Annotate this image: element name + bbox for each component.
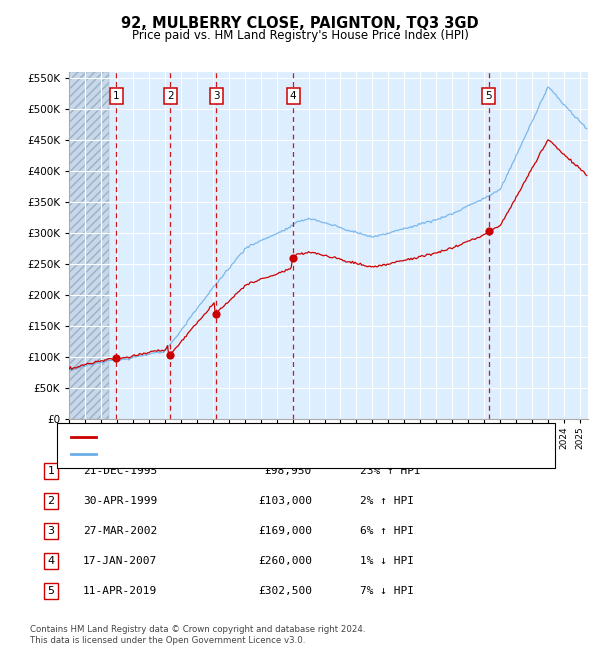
Text: 1% ↓ HPI: 1% ↓ HPI [360, 556, 414, 566]
Text: 3: 3 [47, 526, 55, 536]
Text: HPI: Average price, detached house, Torbay: HPI: Average price, detached house, Torb… [102, 449, 319, 459]
Text: 5: 5 [485, 91, 492, 101]
Text: 1: 1 [47, 466, 55, 476]
Text: 11-APR-2019: 11-APR-2019 [83, 586, 157, 596]
Text: £302,500: £302,500 [258, 586, 312, 596]
Text: 2: 2 [47, 496, 55, 506]
Text: 7% ↓ HPI: 7% ↓ HPI [360, 586, 414, 596]
Text: 2% ↑ HPI: 2% ↑ HPI [360, 496, 414, 506]
Text: 5: 5 [47, 586, 55, 596]
Point [112, 352, 121, 363]
Point [484, 226, 493, 237]
Point [289, 253, 298, 263]
Text: £260,000: £260,000 [258, 556, 312, 566]
Text: 3: 3 [213, 91, 220, 101]
Text: 27-MAR-2002: 27-MAR-2002 [83, 526, 157, 536]
Text: 30-APR-1999: 30-APR-1999 [83, 496, 157, 506]
Text: 6% ↑ HPI: 6% ↑ HPI [360, 526, 414, 536]
Text: 17-JAN-2007: 17-JAN-2007 [83, 556, 157, 566]
Text: £103,000: £103,000 [258, 496, 312, 506]
Text: 1: 1 [113, 91, 120, 101]
Bar [69, 72, 109, 419]
Text: £169,000: £169,000 [258, 526, 312, 536]
Text: Contains HM Land Registry data © Crown copyright and database right 2024.
This d: Contains HM Land Registry data © Crown c… [30, 625, 365, 645]
Text: £98,950: £98,950 [265, 466, 312, 476]
Text: Price paid vs. HM Land Registry's House Price Index (HPI): Price paid vs. HM Land Registry's House … [131, 29, 469, 42]
Text: 92, MULBERRY CLOSE, PAIGNTON, TQ3 3GD: 92, MULBERRY CLOSE, PAIGNTON, TQ3 3GD [121, 16, 479, 31]
Point [212, 309, 221, 320]
Text: 92, MULBERRY CLOSE, PAIGNTON, TQ3 3GD (detached house): 92, MULBERRY CLOSE, PAIGNTON, TQ3 3GD (d… [102, 432, 410, 441]
Text: 23% ↑ HPI: 23% ↑ HPI [360, 466, 421, 476]
Point [165, 350, 175, 361]
Text: 21-DEC-1995: 21-DEC-1995 [83, 466, 157, 476]
Text: 4: 4 [290, 91, 296, 101]
Text: 4: 4 [47, 556, 55, 566]
Text: 2: 2 [167, 91, 173, 101]
